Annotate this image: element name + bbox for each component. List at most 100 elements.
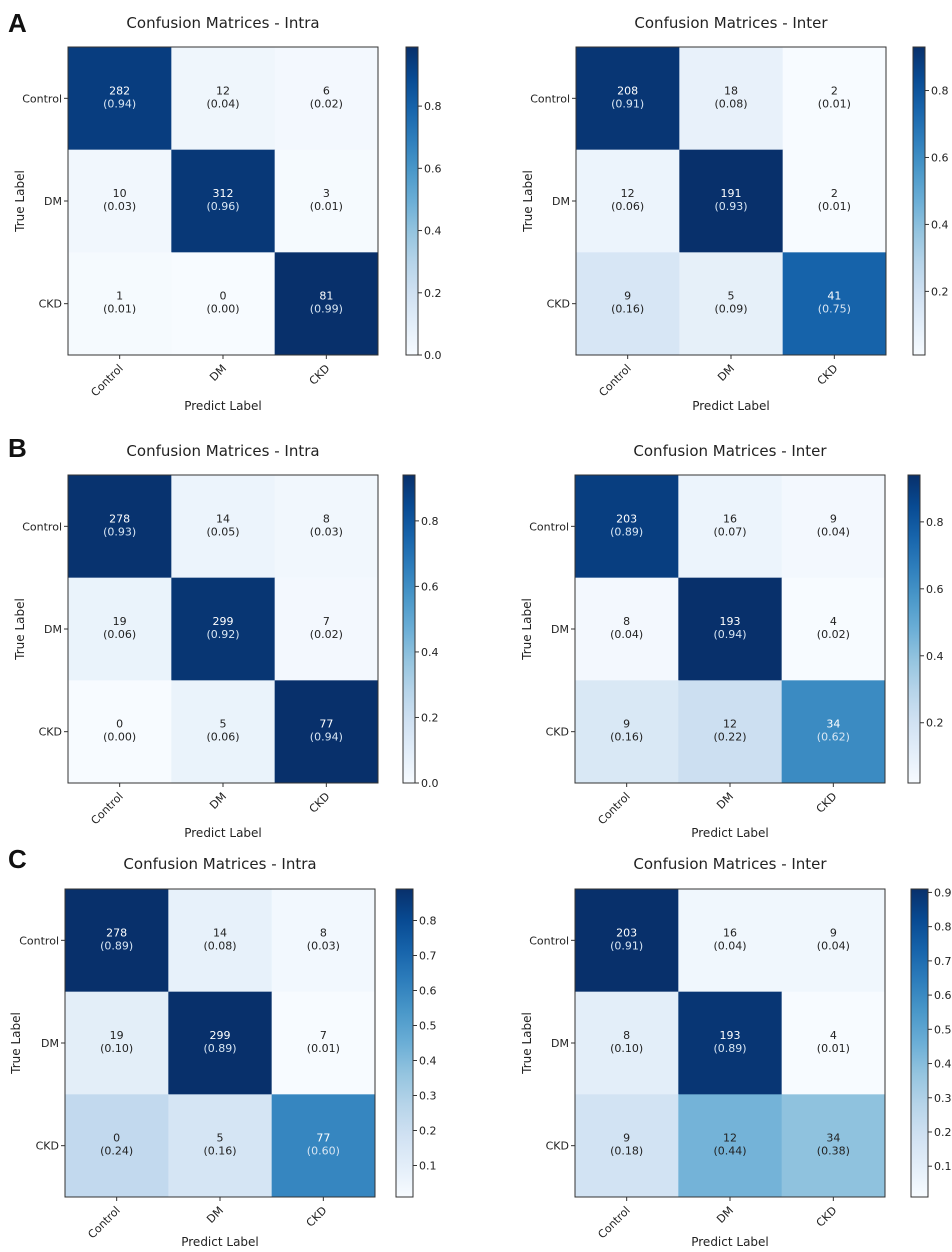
heatmap-cell bbox=[274, 252, 379, 356]
heatmap-cell bbox=[171, 47, 276, 151]
cell-fraction-label: (0.89) bbox=[610, 525, 643, 538]
heatmap-cell bbox=[171, 577, 276, 681]
y-tick-label: Control bbox=[529, 520, 569, 533]
heatmap-cell bbox=[274, 47, 379, 151]
x-axis-label: Predict Label bbox=[181, 1235, 259, 1249]
cell-fraction-label: (0.16) bbox=[610, 731, 643, 744]
cell-fraction-label: (0.02) bbox=[310, 628, 343, 641]
x-tick-label: CKD bbox=[815, 362, 841, 388]
cell-count-label: 5 bbox=[217, 1132, 224, 1145]
heatmap-cell bbox=[274, 577, 379, 681]
heatmap-cell bbox=[575, 991, 679, 1095]
heatmap-cell bbox=[171, 475, 276, 579]
cell-fraction-label: (0.07) bbox=[713, 525, 746, 538]
cell-count-label: 16 bbox=[723, 926, 737, 939]
cell-count-label: 16 bbox=[723, 512, 737, 525]
y-tick-label: Control bbox=[529, 934, 569, 947]
cell-fraction-label: (0.01) bbox=[817, 1042, 850, 1055]
cell-count-label: 193 bbox=[720, 1029, 741, 1042]
heatmap-cell bbox=[274, 680, 379, 784]
cell-fraction-label: (0.03) bbox=[103, 200, 136, 213]
x-axis-label: Predict Label bbox=[184, 399, 262, 413]
colorbar-tick-label: 0.1 bbox=[934, 1160, 952, 1173]
colorbar bbox=[907, 474, 921, 784]
y-tick-label: Control bbox=[22, 520, 62, 533]
colorbar bbox=[405, 46, 419, 356]
heatmap-cell bbox=[576, 149, 680, 253]
chart-title: Confusion Matrices - Intra bbox=[126, 442, 319, 460]
cell-fraction-label: (0.09) bbox=[714, 303, 747, 316]
heatmap-cell bbox=[274, 475, 379, 579]
cell-fraction-label: (0.01) bbox=[818, 97, 851, 110]
x-axis-label: Predict Label bbox=[184, 826, 262, 840]
cell-count-label: 19 bbox=[110, 1029, 124, 1042]
heatmap-cell bbox=[576, 252, 680, 356]
cell-fraction-label: (0.00) bbox=[206, 303, 239, 316]
colorbar-tick-label: 0.7 bbox=[419, 950, 437, 963]
x-tick-label: Control bbox=[88, 362, 125, 399]
heatmap-cell bbox=[781, 680, 886, 784]
cell-fraction-label: (0.22) bbox=[713, 731, 746, 744]
y-axis-label: True Label bbox=[13, 598, 27, 661]
cell-count-label: 14 bbox=[213, 926, 227, 939]
heatmap-cell bbox=[782, 47, 887, 151]
cell-fraction-label: (0.02) bbox=[817, 628, 850, 641]
x-axis-label: Predict Label bbox=[691, 1235, 769, 1249]
confusion-matrix-b-inter: Confusion Matrices - Inter203(0.89)16(0.… bbox=[520, 442, 944, 840]
colorbar-tick-label: 0.6 bbox=[931, 151, 949, 164]
cell-count-label: 4 bbox=[830, 615, 837, 628]
cell-fraction-label: (0.04) bbox=[610, 628, 643, 641]
cell-count-label: 81 bbox=[319, 290, 333, 303]
cell-count-label: 0 bbox=[220, 290, 227, 303]
cell-count-label: 8 bbox=[320, 926, 327, 939]
cell-fraction-label: (0.16) bbox=[611, 303, 644, 316]
cell-count-label: 203 bbox=[616, 926, 637, 939]
x-tick-label: Control bbox=[596, 362, 633, 399]
cell-fraction-label: (0.94) bbox=[713, 628, 746, 641]
confusion-matrix-a-inter: Confusion Matrices - Inter208(0.91)18(0.… bbox=[521, 14, 949, 413]
cell-count-label: 34 bbox=[826, 1132, 840, 1145]
cell-count-label: 41 bbox=[827, 290, 841, 303]
cell-fraction-label: (0.01) bbox=[307, 1042, 340, 1055]
cell-fraction-label: (0.94) bbox=[103, 97, 136, 110]
y-tick-label: CKD bbox=[547, 298, 570, 311]
colorbar-tick-label: 0.8 bbox=[424, 100, 442, 113]
heatmap-cell bbox=[678, 991, 783, 1095]
cell-fraction-label: (0.38) bbox=[817, 1145, 850, 1158]
y-axis-label: True Label bbox=[520, 598, 534, 661]
cell-fraction-label: (0.18) bbox=[610, 1145, 643, 1158]
cell-count-label: 34 bbox=[826, 718, 840, 731]
heatmap-cell bbox=[781, 889, 886, 993]
x-tick-label: DM bbox=[714, 790, 736, 812]
cell-fraction-label: (0.08) bbox=[714, 97, 747, 110]
colorbar-tick-label: 0.1 bbox=[419, 1160, 437, 1173]
heatmap-cell bbox=[679, 47, 784, 151]
cell-fraction-label: (0.96) bbox=[206, 200, 239, 213]
cell-fraction-label: (0.60) bbox=[307, 1145, 340, 1158]
heatmap-cell bbox=[575, 577, 679, 681]
heatmap-cell bbox=[678, 577, 783, 681]
cell-fraction-label: (0.06) bbox=[206, 731, 239, 744]
heatmap-cell bbox=[781, 991, 886, 1095]
y-tick-label: DM bbox=[41, 1037, 59, 1050]
colorbar-tick-label: 0.6 bbox=[421, 580, 439, 593]
colorbar bbox=[910, 888, 929, 1198]
colorbar-tick-label: 0.8 bbox=[421, 515, 439, 528]
heatmap-cell bbox=[575, 680, 679, 784]
cell-fraction-label: (0.92) bbox=[206, 628, 239, 641]
cell-fraction-label: (0.06) bbox=[103, 628, 136, 641]
colorbar bbox=[402, 474, 416, 784]
colorbar-tick-label: 0.6 bbox=[424, 162, 442, 175]
colorbar-tick-label: 0.2 bbox=[926, 717, 944, 730]
heatmap-cell bbox=[68, 475, 172, 579]
heatmap-cell bbox=[274, 149, 379, 253]
colorbar-tick-label: 0.7 bbox=[934, 955, 952, 968]
cell-fraction-label: (0.02) bbox=[310, 97, 343, 110]
colorbar-tick-label: 0.6 bbox=[934, 989, 952, 1002]
cell-fraction-label: (0.91) bbox=[610, 939, 643, 952]
cell-count-label: 7 bbox=[320, 1029, 327, 1042]
heatmap-cell bbox=[171, 680, 276, 784]
cell-fraction-label: (0.05) bbox=[206, 525, 239, 538]
cell-fraction-label: (0.89) bbox=[713, 1042, 746, 1055]
chart-title: Confusion Matrices - Inter bbox=[633, 442, 827, 460]
